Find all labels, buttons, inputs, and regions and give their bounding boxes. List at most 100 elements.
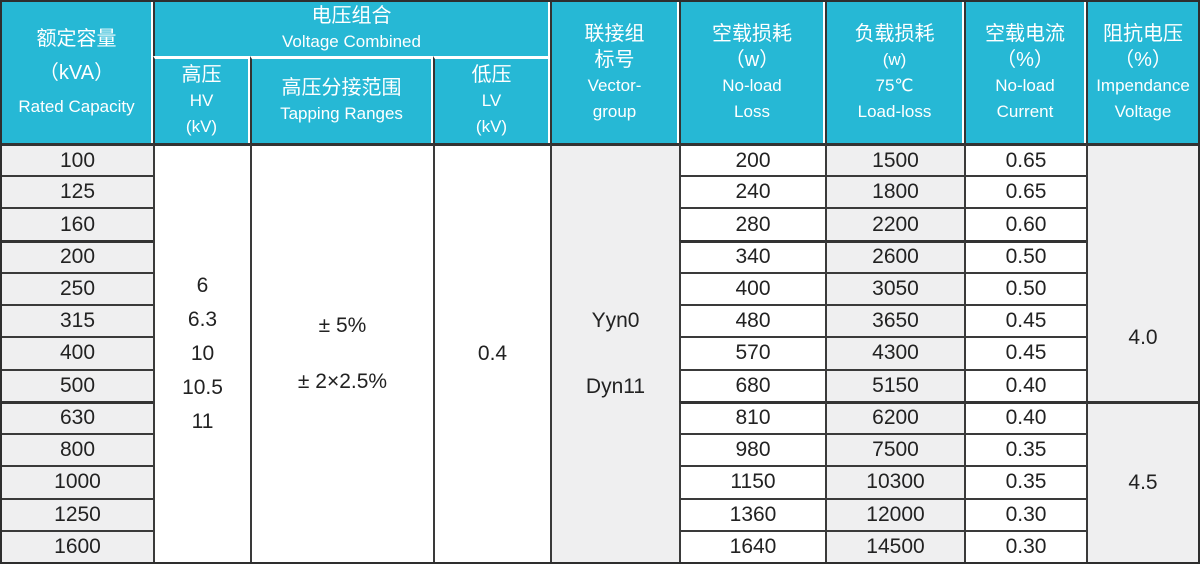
header-lv-en: LV — [481, 91, 502, 110]
no-load-current-cell: 0.30 — [964, 497, 1086, 530]
load-loss-cell: 5150 — [825, 368, 964, 401]
header-impedance-zh: 阻抗电压 — [1103, 22, 1183, 45]
no-load-current-cell: 0.45 — [964, 336, 1086, 369]
tapping-value: ± 2×2.5% — [297, 370, 388, 393]
no-load-current-cell: 0.35 — [964, 433, 1086, 466]
load-loss-cell: 14500 — [825, 529, 964, 562]
header-lv-unit: (kV) — [475, 117, 508, 136]
lv-value-cell: 0.4 — [433, 143, 550, 562]
no-load-current-cell: 0.40 — [964, 400, 1086, 434]
header-load-loss-temp: 75℃ — [875, 75, 914, 95]
no-load-current-cell: 0.60 — [964, 207, 1086, 240]
no-load-loss-cell: 1360 — [679, 497, 825, 530]
capacity-cell: 1600 — [2, 529, 153, 562]
capacity-cell: 1000 — [2, 465, 153, 498]
load-loss-cell: 4300 — [825, 336, 964, 369]
no-load-current-cell: 0.65 — [964, 175, 1086, 208]
capacity-cell: 630 — [2, 400, 153, 434]
header-no-load-current-en2: Current — [996, 101, 1054, 121]
no-load-loss-cell: 1640 — [679, 529, 825, 562]
vector-group-cell: Yyn0 Dyn11 — [550, 143, 679, 562]
load-loss-cell: 6200 — [825, 400, 964, 434]
header-hv: 高压 HV (kV) — [153, 56, 250, 143]
header-tapping-en: Tapping Ranges — [280, 104, 403, 123]
header-load-loss: 负载损耗 (w) 75℃ Load-loss — [825, 2, 964, 143]
header-no-load-loss-unit: （w） — [724, 48, 780, 71]
header-vector-en1: Vector- — [587, 75, 642, 95]
no-load-loss-cell: 1150 — [679, 465, 825, 498]
header-impedance-unit: （%） — [1114, 48, 1172, 71]
header-vector-zh1: 联接组 — [584, 22, 645, 45]
no-load-loss-cell: 400 — [679, 271, 825, 305]
header-tapping-zh: 高压分接范围 — [281, 77, 402, 99]
header-impedance-en1: Impendance — [1096, 75, 1190, 95]
load-loss-cell: 12000 — [825, 497, 964, 530]
impedance-cell-top: 4.0 — [1086, 143, 1198, 401]
header-no-load-loss-zh: 空载损耗 — [712, 22, 792, 45]
header-hv-unit: (kV) — [185, 117, 218, 136]
header-no-load-loss-en1: No-load — [722, 75, 782, 95]
no-load-loss-cell: 570 — [679, 336, 825, 369]
load-loss-cell: 3650 — [825, 304, 964, 337]
no-load-current-cell: 0.50 — [964, 239, 1086, 272]
no-load-loss-cell: 980 — [679, 433, 825, 466]
header-rated-capacity: 额定容量 （kVA） Rated Capacity — [2, 2, 153, 143]
no-load-loss-cell: 340 — [679, 239, 825, 272]
header-load-loss-en: Load-loss — [857, 101, 932, 121]
header-impedance-en2: Voltage — [1114, 101, 1172, 121]
load-loss-cell: 1500 — [825, 143, 964, 176]
hv-values-cell: 6 6.3 10 10.5 11 — [153, 143, 250, 562]
hv-value: 11 — [191, 410, 214, 433]
header-no-load-current: 空载电流 （%） No-load Current — [964, 2, 1086, 143]
header-no-load-loss-en2: Loss — [734, 101, 770, 121]
impedance-value: 4.5 — [1128, 470, 1158, 494]
header-rated-capacity-unit: （kVA） — [38, 61, 115, 84]
header-load-loss-unit: (w) — [882, 49, 907, 69]
load-loss-cell: 7500 — [825, 433, 964, 466]
capacity-cell: 100 — [2, 143, 153, 176]
no-load-loss-cell: 680 — [679, 368, 825, 401]
header-impedance-voltage: 阻抗电压 （%） Impendance Voltage — [1086, 2, 1198, 143]
capacity-cell: 315 — [2, 304, 153, 337]
header-vector-group: 联接组 标号 Vector- group — [550, 2, 679, 143]
header-rated-capacity-en: Rated Capacity — [18, 96, 135, 116]
load-loss-cell: 1800 — [825, 175, 964, 208]
tapping-value: ± 5% — [318, 314, 367, 337]
no-load-loss-cell: 200 — [679, 143, 825, 176]
header-voltage-combined-zh: 电压组合 — [311, 5, 392, 27]
capacity-cell: 1250 — [2, 497, 153, 530]
capacity-cell: 250 — [2, 271, 153, 305]
load-loss-cell: 2200 — [825, 207, 964, 240]
no-load-loss-cell: 280 — [679, 207, 825, 240]
vector-value: Dyn11 — [585, 375, 646, 398]
load-loss-cell: 3050 — [825, 271, 964, 305]
hv-value: 6.3 — [187, 308, 218, 331]
header-no-load-current-en1: No-load — [995, 75, 1055, 95]
load-loss-cell: 2600 — [825, 239, 964, 272]
no-load-current-cell: 0.50 — [964, 271, 1086, 305]
hv-value: 10 — [190, 342, 215, 365]
header-no-load-current-zh: 空载电流 — [985, 22, 1065, 45]
header-no-load-current-unit: （%） — [996, 48, 1054, 71]
hv-value: 10.5 — [182, 376, 223, 399]
header-hv-zh: 高压 — [181, 64, 222, 86]
no-load-loss-cell: 240 — [679, 175, 825, 208]
header-vector-zh2: 标号 — [594, 48, 635, 71]
header-tapping-ranges: 高压分接范围 Tapping Ranges — [250, 56, 433, 143]
header-load-loss-zh: 负载损耗 — [854, 22, 935, 45]
header-no-load-loss: 空载损耗 （w） No-load Loss — [679, 2, 825, 143]
header-lv-zh: 低压 — [471, 64, 512, 86]
header-vector-en2: group — [592, 101, 637, 121]
no-load-current-cell: 0.35 — [964, 465, 1086, 498]
capacity-cell: 500 — [2, 368, 153, 401]
impedance-value: 4.0 — [1128, 326, 1158, 350]
header-voltage-combined: 电压组合 Voltage Combined — [153, 2, 550, 56]
no-load-current-cell: 0.45 — [964, 304, 1086, 337]
no-load-current-cell: 0.40 — [964, 368, 1086, 401]
no-load-loss-cell: 810 — [679, 400, 825, 434]
load-loss-cell: 10300 — [825, 465, 964, 498]
no-load-loss-cell: 480 — [679, 304, 825, 337]
capacity-cell: 200 — [2, 239, 153, 272]
header-voltage-combined-en: Voltage Combined — [282, 32, 421, 51]
